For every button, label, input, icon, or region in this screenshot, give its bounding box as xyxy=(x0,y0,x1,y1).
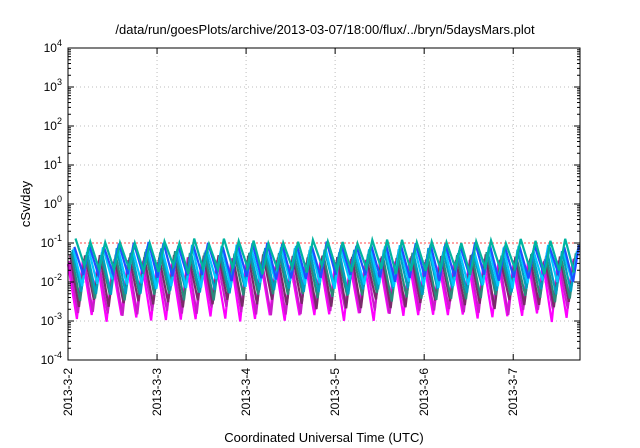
series-line xyxy=(74,235,576,276)
x-tick-label: 2013-3-5 xyxy=(328,368,342,416)
y-tick-label: 103 xyxy=(44,77,62,94)
y-axis-label: cSv/day xyxy=(18,180,33,227)
y-tick-label: 10-3 xyxy=(41,311,62,328)
y-tick-label: 100 xyxy=(44,194,62,211)
series-group xyxy=(66,235,581,323)
x-tick-label: 2013-3-7 xyxy=(506,368,520,416)
y-tick-label: 10-2 xyxy=(41,272,62,289)
y-tick-label: 10-1 xyxy=(41,233,62,250)
x-tick-label: 2013-3-2 xyxy=(61,368,75,416)
y-tick-label: 101 xyxy=(44,155,62,172)
grid xyxy=(68,48,580,360)
chart-title: /data/run/goesPlots/archive/2013-03-07/1… xyxy=(115,22,535,37)
x-tick-label: 2013-3-4 xyxy=(239,368,253,416)
y-ticks: 104 103 102 101 100 10-1 10-2 10-3 10-4 xyxy=(41,38,580,367)
y-tick-label: 104 xyxy=(44,38,62,55)
x-tick-label: 2013-3-3 xyxy=(150,368,164,416)
y-tick-label: 102 xyxy=(44,116,62,133)
y-tick-label: 10-4 xyxy=(41,350,62,367)
x-axis-label: Coordinated Universal Time (UTC) xyxy=(224,430,423,445)
x-ticks: 2013-3-2 2013-3-3 2013-3-4 2013-3-5 2013-3-6… xyxy=(61,48,520,416)
x-tick-label: 2013-3-6 xyxy=(417,368,431,416)
